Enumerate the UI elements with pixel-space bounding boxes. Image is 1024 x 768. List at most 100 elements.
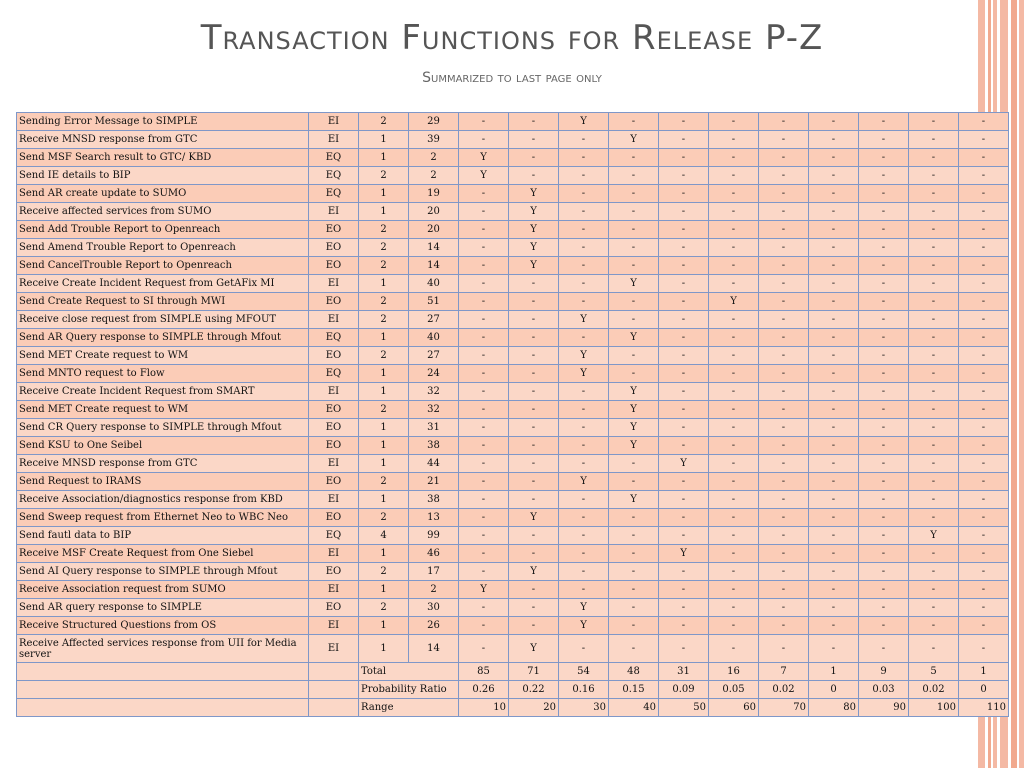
type-cell: EO xyxy=(308,472,359,491)
type-cell: EO xyxy=(308,292,359,311)
type-cell: EI xyxy=(308,130,359,149)
range-flag-cell: - xyxy=(458,616,509,635)
range-flag-cell: - xyxy=(758,400,809,419)
range-flag-cell: Y xyxy=(608,130,659,149)
ftr-cell: 1 xyxy=(358,544,409,563)
probability-value-cell: 0.02 xyxy=(908,680,959,699)
range-flag-cell: - xyxy=(758,346,809,365)
transaction-name-cell: Send AR create update to SUMO xyxy=(16,184,309,203)
type-cell: EO xyxy=(308,220,359,239)
range-flag-cell: - xyxy=(558,166,609,185)
range-flag-cell: - xyxy=(858,418,909,437)
range-flag-cell: - xyxy=(908,292,959,311)
range-flag-cell: - xyxy=(708,490,759,509)
range-flag-cell: - xyxy=(458,202,509,221)
range-flag-cell: Y xyxy=(558,364,609,383)
range-flag-cell: - xyxy=(708,256,759,275)
range-flag-cell: - xyxy=(658,202,709,221)
range-flag-cell: Y xyxy=(458,166,509,185)
total-label: Total xyxy=(358,662,459,681)
range-flag-cell: Y xyxy=(508,562,559,581)
range-flag-cell: - xyxy=(458,418,509,437)
range-flag-cell: - xyxy=(458,184,509,203)
range-flag-cell: - xyxy=(758,508,809,527)
range-flag-cell: - xyxy=(658,436,709,455)
range-flag-cell: - xyxy=(708,166,759,185)
det-cell: 40 xyxy=(408,328,459,347)
probability-value-cell: 0.26 xyxy=(458,680,509,699)
range-flag-cell: - xyxy=(958,508,1009,527)
type-cell: EO xyxy=(308,508,359,527)
range-flag-cell: - xyxy=(608,526,659,545)
range-flag-cell: - xyxy=(858,508,909,527)
range-flag-cell: - xyxy=(858,130,909,149)
empty-cell xyxy=(16,662,309,681)
range-flag-cell: - xyxy=(908,130,959,149)
range-flag-cell: - xyxy=(958,112,1009,131)
range-flag-cell: - xyxy=(608,148,659,167)
ftr-cell: 2 xyxy=(358,166,409,185)
transaction-name-cell: Receive Affected services response from … xyxy=(16,634,309,663)
range-flag-cell: - xyxy=(508,616,559,635)
range-flag-cell: - xyxy=(958,292,1009,311)
transaction-name-cell: Receive Association request from SUMO xyxy=(16,580,309,599)
range-flag-cell: - xyxy=(658,130,709,149)
range-flag-cell: - xyxy=(458,238,509,257)
table-row: Receive affected services from SUMO EI 1 20… xyxy=(16,202,1009,221)
det-cell: 99 xyxy=(408,526,459,545)
table-row: Receive Create Incident Request from Get… xyxy=(16,274,1009,293)
range-value-cell: 50 xyxy=(658,698,709,717)
range-flag-cell: - xyxy=(558,184,609,203)
type-cell: EI xyxy=(308,310,359,329)
range-flag-cell: Y xyxy=(508,256,559,275)
det-cell: 38 xyxy=(408,490,459,509)
range-flag-cell: - xyxy=(908,256,959,275)
range-flag-cell: - xyxy=(508,292,559,311)
ftr-cell: 2 xyxy=(358,472,409,491)
range-flag-cell: - xyxy=(858,220,909,239)
transaction-name-cell: Send Create Request to SI through MWI xyxy=(16,292,309,311)
det-cell: 32 xyxy=(408,382,459,401)
range-flag-cell: - xyxy=(458,292,509,311)
ftr-cell: 1 xyxy=(358,328,409,347)
range-flag-cell: - xyxy=(558,634,609,663)
range-value-cell: 10 xyxy=(458,698,509,717)
total-value-cell: 48 xyxy=(608,662,659,681)
range-flag-cell: - xyxy=(958,580,1009,599)
range-flag-cell: - xyxy=(958,256,1009,275)
type-cell: EQ xyxy=(308,166,359,185)
range-flag-cell: - xyxy=(958,310,1009,329)
total-row: Total 85 71 54 48 31 16 7 1 9 5 1 xyxy=(16,662,1009,681)
range-flag-cell: Y xyxy=(608,382,659,401)
range-flag-cell: - xyxy=(508,310,559,329)
range-flag-cell: - xyxy=(558,508,609,527)
det-cell: 40 xyxy=(408,274,459,293)
table-row: Receive Association/diagnostics response… xyxy=(16,490,1009,509)
range-flag-cell: - xyxy=(708,562,759,581)
range-flag-cell: - xyxy=(958,202,1009,221)
range-flag-cell: - xyxy=(458,256,509,275)
range-flag-cell: - xyxy=(808,256,859,275)
ftr-cell: 1 xyxy=(358,148,409,167)
type-cell: EQ xyxy=(308,184,359,203)
range-flag-cell: Y xyxy=(508,634,559,663)
ftr-cell: 2 xyxy=(358,220,409,239)
range-flag-cell: - xyxy=(558,454,609,473)
range-flag-cell: Y xyxy=(508,220,559,239)
range-flag-cell: Y xyxy=(608,400,659,419)
range-flag-cell: - xyxy=(808,184,859,203)
transaction-name-cell: Send CancelTrouble Report to Openreach xyxy=(16,256,309,275)
range-flag-cell: - xyxy=(558,436,609,455)
range-value-cell: 100 xyxy=(908,698,959,717)
range-flag-cell: - xyxy=(908,472,959,491)
table-row: Send IE details to BIP EQ 2 2 Y - - - - - - - - - - xyxy=(16,166,1009,185)
range-flag-cell: - xyxy=(658,562,709,581)
range-flag-cell: - xyxy=(758,634,809,663)
range-flag-cell: - xyxy=(858,166,909,185)
range-flag-cell: - xyxy=(808,562,859,581)
total-value-cell: 71 xyxy=(508,662,559,681)
range-flag-cell: - xyxy=(808,616,859,635)
range-flag-cell: - xyxy=(508,148,559,167)
range-flag-cell: - xyxy=(708,580,759,599)
range-flag-cell: - xyxy=(608,112,659,131)
